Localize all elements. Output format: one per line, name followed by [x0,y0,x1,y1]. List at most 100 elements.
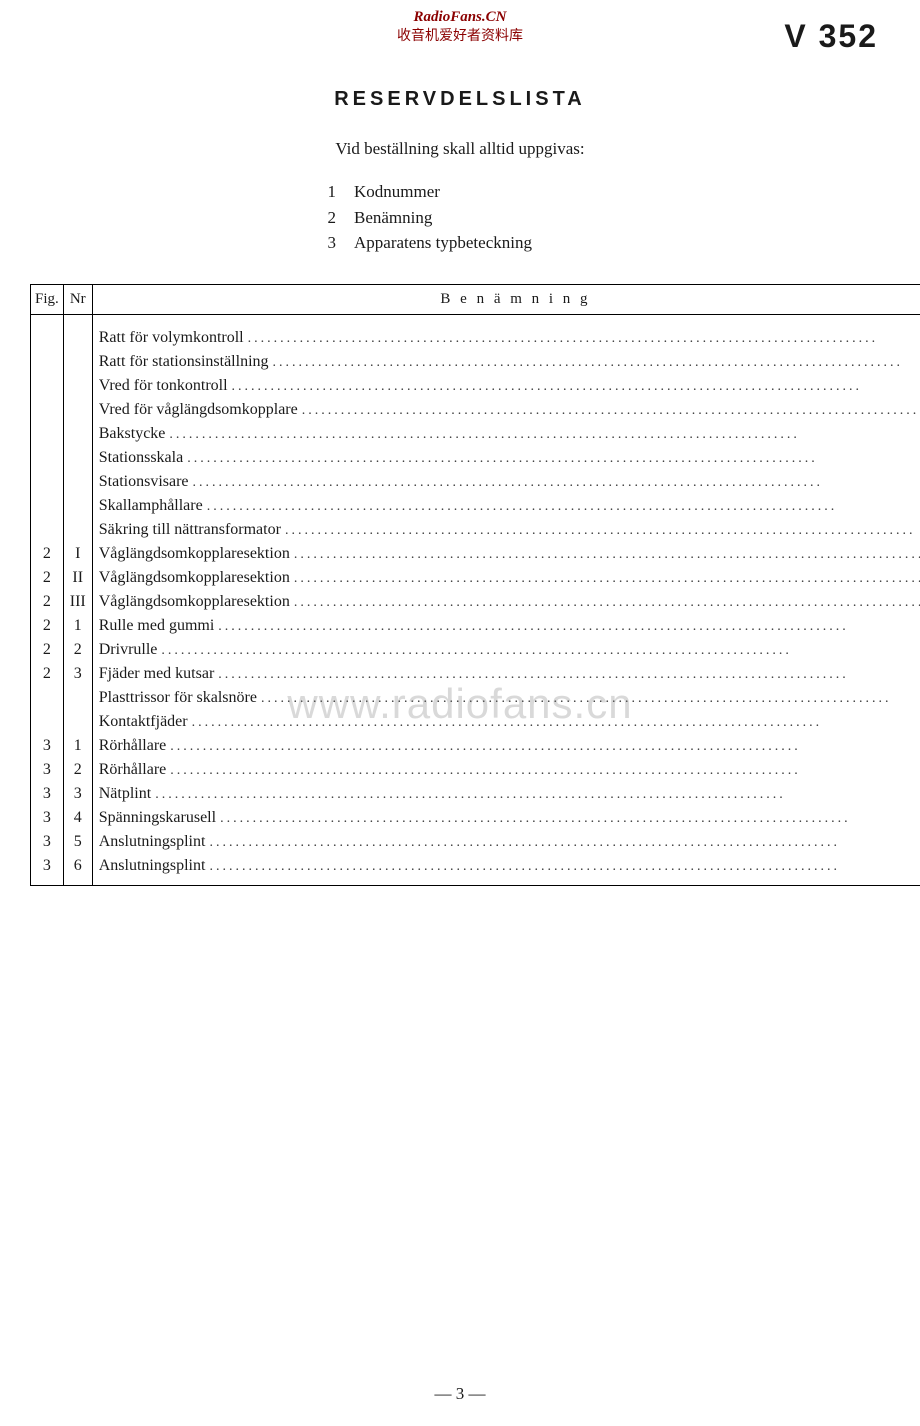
table-row: BakstyckeRK 972 19 [31,424,920,448]
leader-dots [294,571,920,587]
cell-nr: 1 [63,616,92,640]
cell-benamning: Rörhållare [92,736,920,760]
table-row: StationsvisareRK 243 17 [31,472,920,496]
cell-fig: 3 [31,760,64,784]
watermark-top-line2: 收音机爱好者资料库 [0,28,920,46]
cell-nr: I [63,544,92,568]
leader-dots [155,787,920,803]
cell-nr: 5 [63,832,92,856]
leader-dots [220,811,920,827]
cell-nr [63,424,92,448]
leader-dots [193,475,920,491]
leader-dots [218,619,920,635]
list-item-text: Kodnummer [354,179,440,205]
watermark-top: RadioFans.CN 收音机爱好者资料库 [0,8,920,46]
table-row: 23Fjäder med kutsarRK 919 55 [31,664,920,688]
parts-table-body: Ratt för volymkontrollRK 554 54Ratt för … [31,314,920,885]
cell-nr [63,472,92,496]
cell-benamning: Stationsvisare [92,472,920,496]
cell-nr: 4 [63,808,92,832]
cell-nr [63,712,92,736]
cell-nr [63,314,92,352]
cell-fig [31,448,64,472]
cell-fig: 2 [31,664,64,688]
cell-fig [31,314,64,352]
cell-benamning: Kontaktfjäder [92,712,920,736]
cell-desc-text: Våglängdsomkopplaresektion [99,593,294,611]
cell-benamning: Vred för tonkontroll [92,376,920,400]
cell-desc-text: Rörhållare [99,737,171,755]
cell-desc-text: Vred för tonkontroll [99,377,232,395]
subtitle: Vid beställning skall alltid uppgivas: [30,139,890,159]
ordering-instructions: 1 Kodnummer 2 Benämning 3 Apparatens typ… [310,179,610,256]
cell-benamning: Vred för våglängdsomkopplare [92,400,920,424]
leader-dots [170,739,920,755]
cell-nr: 3 [63,784,92,808]
cell-benamning: Stationsskala [92,448,920,472]
leader-dots [169,427,920,443]
leader-dots [294,547,920,563]
cell-desc-text: Skallamphållare [99,497,207,515]
cell-fig [31,376,64,400]
table-row: 32RörhållareRK 275 10 [31,760,920,784]
cell-desc-text: Drivrulle [99,641,162,659]
cell-benamning: Rulle med gummi [92,616,920,640]
cell-fig [31,472,64,496]
cell-benamning: Bakstycke [92,424,920,448]
cell-desc-text: Våglängdsomkopplaresektion [99,545,294,563]
list-item: 3 Apparatens typbeteckning [310,230,610,256]
cell-benamning: Anslutningsplint [92,856,920,886]
cell-desc-text: Ratt för stationsinställning [99,353,273,371]
cell-desc-text: Säkring till nättransformator [99,521,285,539]
cell-desc-text: Plasttrissor för skalsnöre [99,689,261,707]
leader-dots [261,691,920,707]
cell-nr: 1 [63,736,92,760]
table-row: Ratt för stationsinställningRK 554 54 [31,352,920,376]
leader-dots [294,595,920,611]
table-row: 35AnslutningsplintRK 919 62 [31,832,920,856]
cell-nr [63,520,92,544]
cell-fig [31,520,64,544]
leader-dots [273,355,920,371]
cell-desc-text: Rörhållare [99,761,171,779]
cell-desc-text: Nätplint [99,785,155,803]
cell-benamning: Våglängdsomkopplaresektion [92,592,920,616]
cell-fig: 2 [31,544,64,568]
cell-nr [63,688,92,712]
cell-benamning: Skallamphållare [92,496,920,520]
cell-nr: II [63,568,92,592]
cell-desc-text: Rulle med gummi [99,617,219,635]
table-row: 2IIVåglängdsomkopplaresektionRK 261 29 [31,568,920,592]
table-row: 31Rörhållare49 231 84 [31,736,920,760]
cell-desc-text: Ratt för volymkontroll [99,329,248,347]
cell-nr [63,400,92,424]
leader-dots [192,715,920,731]
list-item: 2 Benämning [310,205,610,231]
cell-nr: 3 [63,664,92,688]
cell-desc-text: Stationsskala [99,449,187,467]
cell-fig [31,352,64,376]
table-row: 34SpänningskarusellRK 267 40 [31,808,920,832]
cell-benamning: Anslutningsplint [92,832,920,856]
cell-fig [31,712,64,736]
table-row: 2IVåglängdsomkopplaresektionRK 261 30 [31,544,920,568]
col-header-nr: Nr [63,284,92,314]
page: RadioFans.CN 收音机爱好者资料库 V 352 RESERVDELSL… [0,0,920,1426]
cell-nr: III [63,592,92,616]
cell-benamning: Nätplint [92,784,920,808]
leader-dots [161,643,920,659]
leader-dots [248,331,920,347]
cell-desc-text: Kontaktfjäder [99,713,192,731]
table-row: Vred för tonkontrollRK 554 31 [31,376,920,400]
cell-nr [63,376,92,400]
cell-benamning: Ratt för volymkontroll [92,314,920,352]
cell-desc-text: Stationsvisare [99,473,193,491]
cell-benamning: Fjäder med kutsar [92,664,920,688]
leader-dots [285,523,920,539]
cell-benamning: Våglängdsomkopplaresektion [92,568,920,592]
cell-desc-text: Anslutningsplint [99,857,210,875]
table-row: Plasttrissor för skalsnöreRK 100 46 [31,688,920,712]
table-row: Säkring till nättransformator08 100 99 [31,520,920,544]
table-row: SkallamphållareRK 919 60 [31,496,920,520]
leader-dots [232,379,920,395]
